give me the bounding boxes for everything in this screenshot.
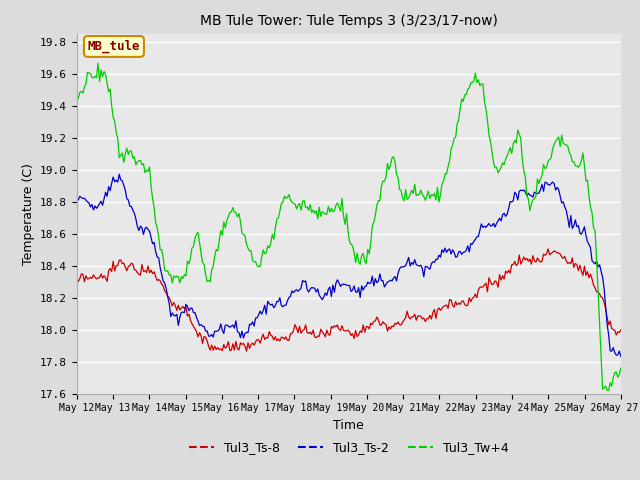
Text: MB_tule: MB_tule xyxy=(88,40,140,53)
Title: MB Tule Tower: Tule Temps 3 (3/23/17-now): MB Tule Tower: Tule Temps 3 (3/23/17-now… xyxy=(200,14,498,28)
Y-axis label: Temperature (C): Temperature (C) xyxy=(22,163,35,264)
Legend: Tul3_Ts-8, Tul3_Ts-2, Tul3_Tw+4: Tul3_Ts-8, Tul3_Ts-2, Tul3_Tw+4 xyxy=(184,436,514,459)
X-axis label: Time: Time xyxy=(333,419,364,432)
